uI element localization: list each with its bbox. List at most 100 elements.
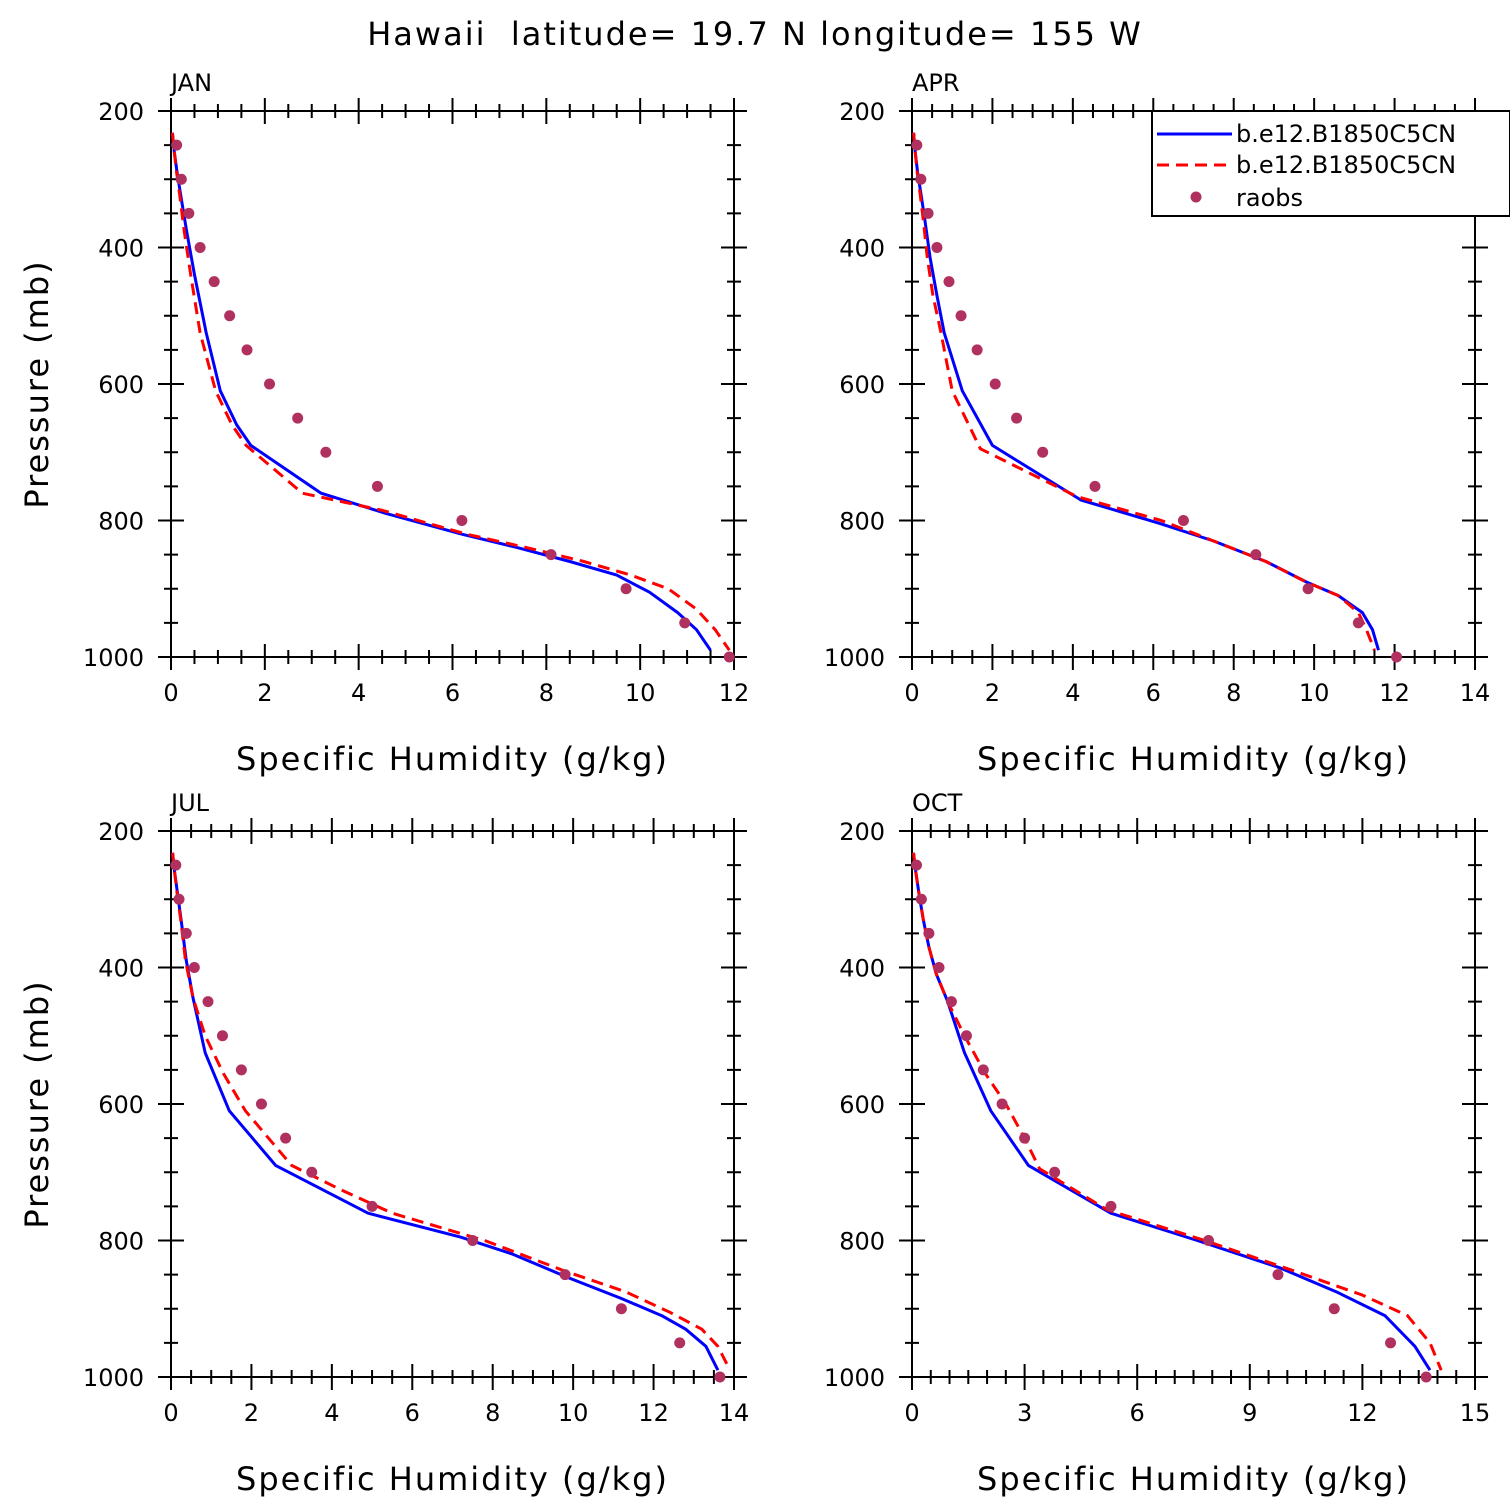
raobs-point — [1385, 1337, 1397, 1349]
raobs-point — [235, 1064, 247, 1076]
x-tick-label: 8 — [539, 679, 554, 707]
y-tick-label: 400 — [98, 235, 144, 263]
y-tick-label: 400 — [839, 955, 885, 983]
raobs-point — [674, 1337, 686, 1349]
panel-apr: APR 0 2 4 6 8 10 12 14 200 400 600 800 1000 Specific H… — [824, 69, 1490, 778]
panel-jul: JUL 0 2 4 6 8 10 12 14 200 400 600 800 1000 Specific H… — [18, 789, 749, 1498]
raobs-point — [679, 617, 691, 629]
raobs-point — [971, 344, 983, 356]
raobs-point — [255, 1098, 267, 1110]
plot-frame — [911, 830, 1476, 1378]
raobs-point — [320, 446, 332, 458]
raobs-point — [180, 927, 192, 939]
x-tick-label: 14 — [1460, 679, 1491, 707]
raobs-point — [170, 859, 182, 871]
raobs-point — [1105, 1200, 1117, 1212]
raobs-point — [183, 207, 195, 219]
series-line-solid — [170, 132, 712, 652]
x-tick-label: 6 — [405, 1399, 420, 1427]
legend-box — [1151, 110, 1510, 217]
x-tick-label: 4 — [324, 1399, 339, 1427]
x-tick-label: 3 — [1017, 1399, 1032, 1427]
series-line-dashed — [912, 132, 1376, 651]
figure-title: Hawaii latitude= 19.7 N longitude= 155 W — [367, 15, 1143, 53]
raobs-point — [714, 1371, 726, 1383]
raobs-point — [1352, 617, 1364, 629]
x-tick-label: 6 — [1146, 679, 1161, 707]
y-tick-label: 1000 — [83, 644, 144, 672]
x-tick-label: 12 — [638, 1399, 669, 1427]
y-tick-label: 600 — [839, 1091, 885, 1119]
panel-title: JAN — [169, 69, 212, 97]
raobs-point — [1302, 583, 1314, 595]
x-tick-label: 4 — [351, 679, 366, 707]
x-tick-label: 2 — [257, 679, 272, 707]
raobs-point — [224, 310, 236, 322]
x-tick-label: 12 — [1347, 1399, 1378, 1427]
raobs-point — [923, 927, 935, 939]
raobs-point — [545, 549, 557, 561]
raobs-point — [173, 893, 185, 905]
panel-oct: OCT 0 3 6 9 12 15 200 400 600 800 1000 Specific Humi… — [824, 789, 1490, 1498]
x-axis-label: Specific Humidity (g/kg) — [236, 1460, 669, 1498]
y-tick-label: 600 — [98, 1091, 144, 1119]
series-line-dashed — [171, 852, 732, 1371]
series-line-solid — [912, 852, 1432, 1372]
raobs-point — [366, 1200, 378, 1212]
raobs-point — [1391, 651, 1403, 663]
raobs-point — [996, 1098, 1008, 1110]
legend: b.e12.B1850C5CN b.e12.B1850C5CN raobs — [1151, 110, 1510, 217]
raobs-point — [723, 651, 735, 663]
raobs-point — [202, 996, 214, 1008]
raobs-point — [945, 996, 957, 1008]
raobs-point — [915, 893, 927, 905]
raobs-point — [911, 859, 923, 871]
y-tick-label: 400 — [839, 235, 885, 263]
x-tick-label: 0 — [904, 1399, 919, 1427]
raobs-point — [1089, 480, 1101, 492]
raobs-point — [1019, 1132, 1031, 1144]
raobs-point — [216, 1030, 228, 1042]
raobs-point — [175, 173, 187, 185]
y-tick-label: 200 — [98, 818, 144, 846]
x-tick-label: 6 — [1130, 1399, 1145, 1427]
raobs-point — [1420, 1371, 1432, 1383]
x-tick-label: 14 — [719, 1399, 750, 1427]
raobs-point — [280, 1132, 292, 1144]
y-tick-label: 800 — [839, 508, 885, 536]
raobs-point — [933, 962, 945, 973]
raobs-point — [1011, 412, 1023, 424]
raobs-point — [208, 276, 220, 288]
y-tick-label: 1000 — [824, 644, 885, 672]
y-tick-label: 600 — [839, 371, 885, 399]
raobs-point — [943, 276, 955, 288]
raobs-point — [620, 583, 632, 595]
x-tick-label: 2 — [244, 1399, 259, 1427]
x-tick-label: 12 — [1379, 679, 1410, 707]
raobs-point — [960, 1030, 972, 1042]
plot-frame — [170, 830, 735, 1378]
x-tick-label: 8 — [1226, 679, 1241, 707]
y-axis-label: Pressure (mb) — [18, 979, 56, 1228]
legend-marker-raobs — [1190, 191, 1202, 203]
raobs-point — [922, 207, 934, 219]
y-tick-label: 600 — [98, 371, 144, 399]
x-tick-label: 2 — [985, 679, 1000, 707]
raobs-point — [241, 344, 253, 356]
y-tick-label: 800 — [839, 1228, 885, 1256]
legend-label-raobs: raobs — [1236, 184, 1303, 212]
raobs-point — [989, 378, 1001, 390]
y-axis-label: Pressure (mb) — [18, 259, 56, 508]
panel-title: APR — [912, 69, 960, 97]
raobs-point — [615, 1303, 627, 1315]
raobs-point — [292, 412, 304, 424]
legend-label-model1: b.e12.B1850C5CN — [1236, 120, 1456, 148]
x-tick-label: 8 — [485, 1399, 500, 1427]
raobs-point — [306, 1166, 318, 1178]
raobs-point — [1250, 549, 1262, 561]
x-axis-label: Specific Humidity (g/kg) — [977, 740, 1410, 778]
y-tick-label: 1000 — [824, 1364, 885, 1392]
x-tick-label: 15 — [1460, 1399, 1491, 1427]
raobs-point — [1328, 1303, 1340, 1315]
